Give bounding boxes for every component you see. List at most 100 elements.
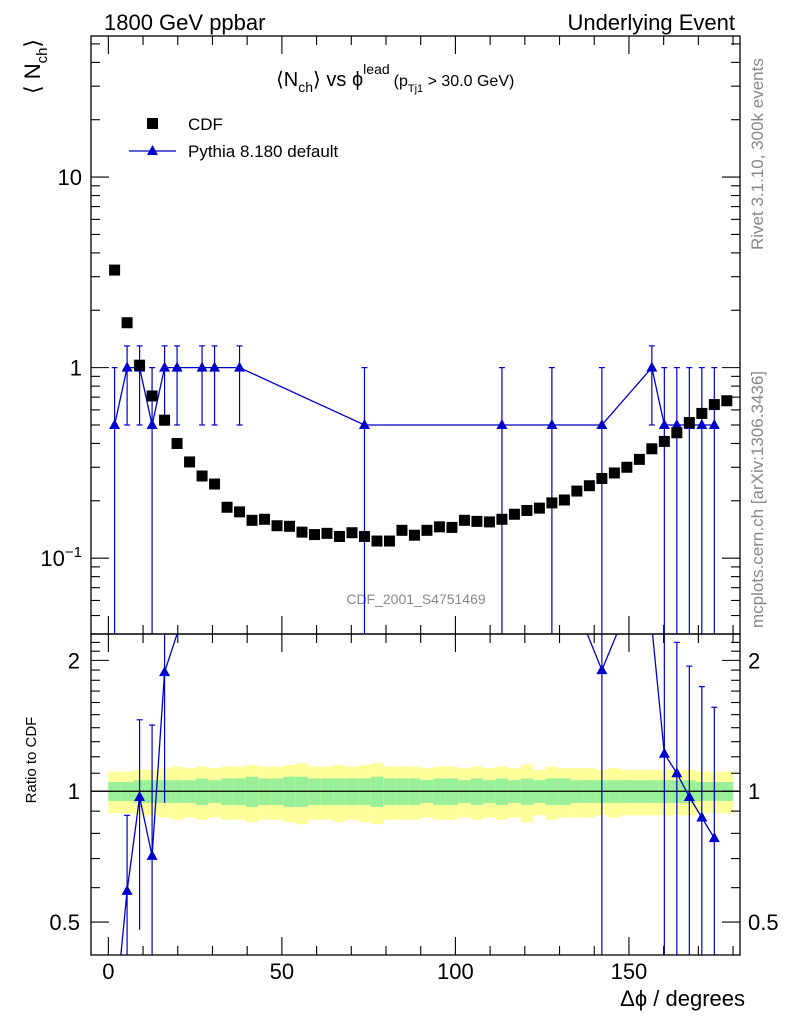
cdf-point [596, 472, 608, 484]
cdf-point [271, 520, 283, 532]
legend-cdf-label: CDF [188, 115, 223, 134]
cdf-point [309, 529, 321, 541]
cdf-point [171, 437, 183, 449]
cdf-point [134, 359, 146, 371]
cdf-point [521, 504, 533, 516]
ratio-line-segment [586, 633, 603, 671]
cdf-point [421, 524, 433, 536]
pythia-point [234, 361, 246, 372]
ratio-point [146, 849, 158, 860]
cdf-point [708, 399, 720, 411]
main-panel-ticks [91, 36, 740, 635]
pythia-point [209, 361, 221, 372]
xtick-label: 150 [611, 959, 648, 984]
cdf-point [471, 515, 483, 527]
cdf-point [358, 530, 370, 542]
cdf-point [396, 524, 408, 536]
cdf-point [508, 508, 520, 520]
cdf-point [446, 521, 458, 533]
ratio-line-segment [601, 633, 618, 671]
ytick-label-0.1-base: 10 [40, 546, 64, 571]
xtick-label: 100 [437, 959, 474, 984]
pythia-point [109, 418, 121, 429]
band-inner [245, 776, 259, 807]
title-tail: (p [394, 73, 408, 90]
title-end: > 30.0 GeV) [423, 73, 514, 90]
cdf-point [159, 414, 171, 426]
title-mid: ⟩ vs ϕ [313, 69, 363, 91]
ratio-ytick-label-right: 1 [748, 779, 760, 804]
main-panel: 10 1 10−1 ⟨ Nch⟩ ⟨Nch⟩ vs ϕlead(pTj1 > 3… [20, 35, 741, 635]
cdf-point [408, 529, 420, 541]
band-inner [370, 776, 384, 807]
ytick-label-10: 10 [58, 165, 82, 190]
pythia-point [196, 361, 208, 372]
xtick-label: 50 [270, 959, 294, 984]
ratio-panel-data [120, 633, 720, 956]
ytick-label-0.1-exp: −1 [65, 544, 82, 561]
pythia-point [171, 361, 183, 372]
pythia-point [496, 418, 508, 429]
cdf-point [221, 501, 233, 513]
band-inner [283, 776, 296, 807]
legend-cdf-marker [147, 118, 158, 129]
rivet-label: Rivet 3.1.10, 300k events [748, 58, 767, 250]
xtick-label: 0 [102, 959, 114, 984]
ratio-point [708, 832, 720, 843]
pythia-point [696, 418, 708, 429]
title-main: ⟨N [276, 69, 298, 91]
cdf-point [646, 443, 658, 455]
cdf-point [333, 530, 345, 542]
ylabel-end: ⟩ [20, 39, 45, 48]
cdf-point [321, 527, 333, 539]
mcplots-label: mcplots.cern.ch [arXiv:1306.3436] [748, 371, 767, 628]
pythia-line [113, 366, 715, 426]
cdf-point [184, 456, 196, 468]
cdf-point [696, 407, 708, 419]
cdf-point [558, 494, 570, 506]
cdf-point [483, 516, 495, 528]
ratio-panel-ticks [91, 634, 740, 955]
cdf-point [284, 520, 296, 532]
ratio-line-segment [126, 796, 141, 891]
pythia-point [146, 418, 158, 429]
cdf-point [496, 513, 508, 525]
cdf-point [259, 513, 271, 525]
ratio-bands [108, 763, 734, 825]
ratio-line-segment [120, 890, 128, 956]
ytick-label-1: 1 [70, 356, 82, 381]
cdf-point [383, 535, 395, 547]
ratio-point [134, 790, 146, 801]
cdf-point [433, 521, 445, 533]
cdf-point [121, 317, 133, 329]
plot-title: ⟨Nch⟩ vs ϕlead (pTj1 > 30.0 GeV) [276, 61, 514, 95]
cdf-point [721, 395, 733, 407]
header-left: 1800 GeV ppbar [104, 10, 265, 35]
pythia-point [121, 361, 133, 372]
ratio-point [658, 747, 670, 758]
legend: CDF Pythia 8.180 default [129, 115, 339, 161]
ytick-label-0.1: 10−1 [40, 544, 82, 571]
title-sup: lead [363, 61, 389, 77]
header-right: Underlying Event [567, 10, 735, 35]
x-axis-label: Δϕ / degrees [620, 986, 745, 1011]
cdf-point [234, 506, 246, 518]
ratio-panel: 0 50 100 150 0.5 0.5 1 1 2 2 Ratio to CDF Δϕ / de… [23, 633, 779, 1011]
ratio-line-segment [651, 633, 665, 754]
main-panel-ytick-labels: 10 1 10−1 [40, 165, 82, 571]
cdf-point [246, 514, 258, 526]
ratio-point [159, 666, 171, 677]
pythia-point [658, 418, 670, 429]
cdf-point [533, 502, 545, 514]
pythia-point [596, 418, 608, 429]
ratio-ytick-label-left: 2 [68, 648, 80, 673]
ratio-ylabel: Ratio to CDF [23, 717, 40, 804]
cdf-point [346, 527, 358, 539]
ratio-line-segment [138, 796, 153, 857]
legend-pythia-label: Pythia 8.180 default [188, 142, 339, 161]
main-panel-ylabel: ⟨ Nch⟩ [20, 39, 51, 94]
ratio-point [696, 811, 708, 822]
ratio-ytick-label-right: 0.5 [748, 910, 779, 935]
band-inner [295, 776, 309, 807]
ratio-point [671, 767, 683, 778]
